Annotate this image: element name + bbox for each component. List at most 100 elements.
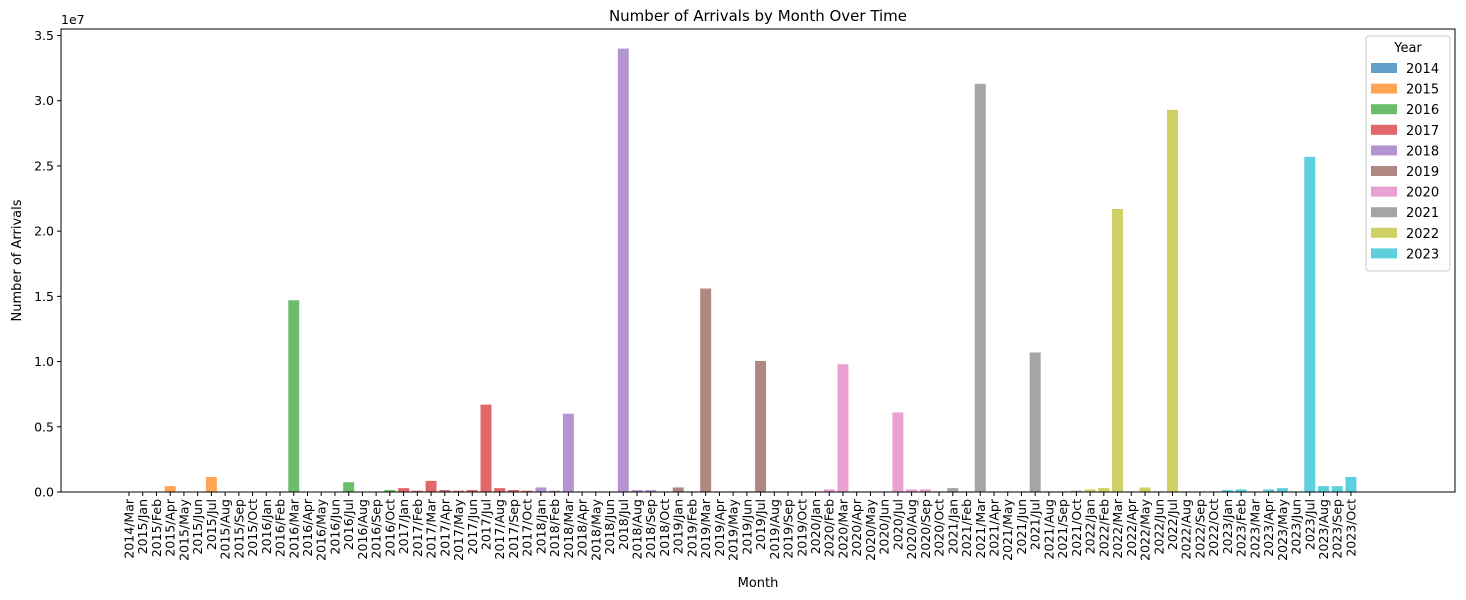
bar-2017/Jan: [398, 488, 410, 492]
bar-2017/Sep: [507, 490, 519, 492]
x-tick-label: 2023/Mar: [1247, 498, 1262, 558]
x-tick-label: 2019/Apr: [712, 498, 727, 557]
x-tick-label: 2021/Jul: [1028, 499, 1043, 550]
x-tick-label: 2018/May: [588, 498, 603, 560]
x-tick-label: 2014/Mar: [122, 498, 137, 558]
bar-2022/Feb: [1098, 488, 1110, 492]
y-tick-label: 1.0: [34, 354, 54, 369]
x-tick-label: 2023/Jun: [1289, 499, 1304, 555]
legend-swatch-2020: [1371, 186, 1397, 197]
x-tick-label: 2016/Feb: [273, 499, 288, 557]
x-tick-label: 2017/Jan: [396, 499, 411, 554]
bar-2019/Jan: [672, 487, 684, 492]
x-tick-label: 2016/Jan: [259, 499, 274, 554]
x-tick-label: 2020/Aug: [904, 499, 919, 559]
legend-swatch-2021: [1371, 207, 1397, 218]
x-tick-label: 2022/May: [1138, 498, 1153, 560]
x-tick-label: 2019/Mar: [698, 498, 713, 558]
bar-2018/Jan: [535, 487, 547, 492]
x-tick-label: 2018/Apr: [575, 498, 590, 557]
x-tick-label: 2019/Aug: [767, 499, 782, 559]
x-tick-label: 2018/Aug: [630, 499, 645, 559]
x-tick-label: 2016/Mar: [286, 498, 301, 558]
bar-2023/Oct: [1345, 477, 1357, 492]
x-tick-label: 2020/Sep: [918, 499, 933, 559]
bar-2022/Jul: [1166, 109, 1178, 493]
x-tick-label: 2022/Sep: [1192, 499, 1207, 559]
legend-title: Year: [1393, 41, 1422, 56]
legend-label-2018: 2018: [1406, 144, 1439, 159]
x-tick-label: 2020/Oct: [932, 499, 947, 557]
y-tick-label: 3.0: [34, 93, 54, 108]
x-tick-label: 2020/Jan: [808, 499, 823, 554]
bar-2017/Feb: [411, 490, 423, 492]
x-tick-label: 2019/May: [726, 498, 741, 560]
x-tick-label: 2016/Sep: [369, 499, 384, 559]
bar-2016/Mar: [288, 300, 300, 492]
bar-2022/May: [1139, 487, 1151, 492]
bar-2017/May: [453, 490, 465, 492]
x-tick-label: 2019/Feb: [684, 499, 699, 557]
legend-label-2017: 2017: [1406, 124, 1439, 139]
bar-2017/Apr: [439, 490, 451, 492]
x-tick-label: 2019/Jan: [671, 499, 686, 554]
x-tick-label: 2022/Jan: [1083, 499, 1098, 554]
x-tick-label: 2017/Feb: [410, 499, 425, 557]
legend-label-2019: 2019: [1406, 165, 1439, 180]
bar-2017/Aug: [494, 488, 506, 492]
x-tick-label: 2017/Aug: [492, 499, 507, 559]
x-tick-label: 2020/May: [863, 498, 878, 560]
x-tick-label: 2017/Jun: [465, 499, 480, 555]
x-tick-label: 2015/Apr: [163, 498, 178, 557]
bar-2018/Feb: [549, 490, 561, 492]
bar-2023/Aug: [1318, 486, 1329, 492]
bar-2023/Sep: [1331, 486, 1343, 492]
x-axis-label: Month: [738, 576, 779, 591]
x-tick-label: 2015/May: [176, 498, 191, 560]
x-tick-label: 2020/Mar: [835, 498, 850, 558]
legend-label-2020: 2020: [1406, 186, 1439, 201]
x-tick-label: 2020/Feb: [822, 499, 837, 557]
x-tick-label: 2018/Jan: [533, 499, 548, 554]
x-tick-label: 2022/Feb: [1096, 499, 1111, 557]
bar-2018/Jul: [617, 48, 629, 493]
x-tick-label: 2018/Mar: [561, 498, 576, 558]
x-tick-label: 2015/Oct: [245, 499, 260, 557]
x-tick-label: 2018/Jul: [616, 499, 631, 550]
bar-2017/Oct: [521, 490, 533, 492]
x-tick-label: 2017/Oct: [520, 499, 535, 557]
x-tick-label: 2023/Jan: [1220, 499, 1235, 554]
y-tick-label: 2.0: [34, 224, 54, 239]
bar-2023/Jan: [1221, 490, 1233, 492]
x-tick-label: 2018/Jun: [602, 499, 617, 555]
chart-title: Number of Arrivals by Month Over Time: [609, 7, 907, 25]
legend-label-2014: 2014: [1406, 62, 1439, 77]
x-tick-label: 2017/Apr: [437, 498, 452, 557]
x-tick-label: 2021/May: [1000, 498, 1015, 560]
bar-2021/Oct: [1070, 490, 1082, 492]
legend: Year 2014 2015 2016 2017 2018 2019 2020 2021 202…: [1365, 35, 1451, 272]
bar-2017/Mar: [425, 480, 437, 492]
x-tick-label: 2022/Jun: [1151, 499, 1166, 555]
y-axis: 0.0 0.5 1.0 1.5 2.0 2.5 3.0 3.5: [34, 28, 61, 500]
x-tick-label: 2019/Jun: [739, 499, 754, 555]
bar-2018/Sep: [645, 490, 657, 492]
x-tick-label: 2023/May: [1275, 498, 1290, 560]
bar-2021/Jul: [1029, 352, 1041, 492]
x-tick-label: 2023/Aug: [1316, 499, 1331, 559]
x-tick-label: 2020/Jun: [877, 499, 892, 555]
x-tick-label: 2022/Aug: [1179, 499, 1194, 559]
x-tick-label: 2021/Mar: [973, 498, 988, 558]
x-tick-label: 2020/Apr: [849, 498, 864, 557]
x-tick-label: 2021/Sep: [1055, 499, 1070, 559]
bar-2016/Oct: [384, 490, 396, 492]
x-tick-label: 2022/Mar: [1110, 498, 1125, 558]
y-tick-label: 1.5: [34, 289, 54, 304]
x-tick-label: 2022/Oct: [1206, 499, 1221, 557]
bar-2017/Jul: [480, 404, 492, 492]
x-tick-label: 2023/Jul: [1302, 499, 1317, 550]
x-tick-label: 2017/May: [451, 498, 466, 560]
x-tick-label: 2019/Sep: [781, 499, 796, 559]
x-tick-label: 2023/Sep: [1330, 499, 1345, 559]
